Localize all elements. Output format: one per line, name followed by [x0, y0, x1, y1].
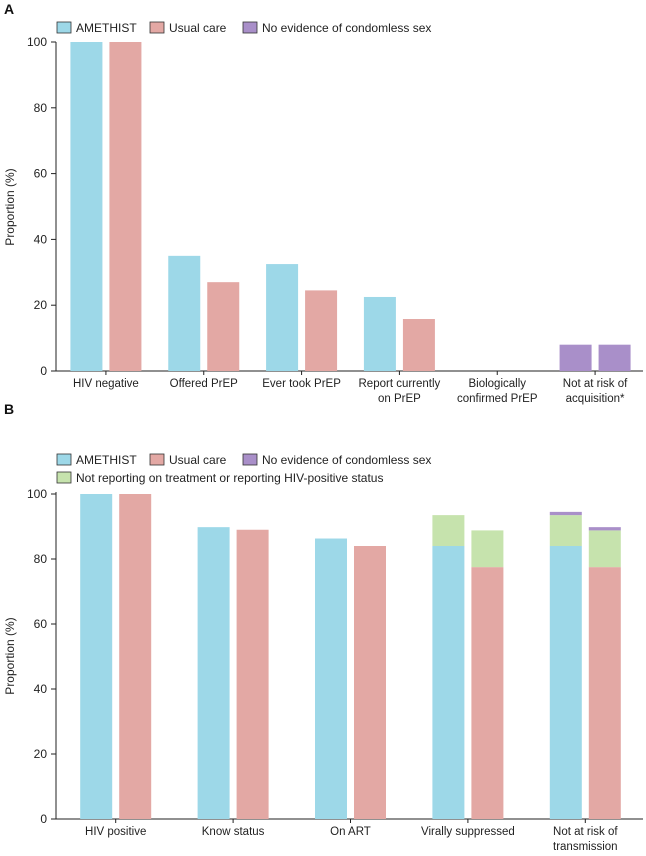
legend-not-reporting-swatch: [56, 471, 72, 484]
bar-usual-care: [236, 529, 269, 819]
category-label: Virally suppressed: [421, 826, 515, 838]
y-ticks-a: 0 20 40 60 80 100: [27, 35, 56, 378]
category-label: Report currently: [359, 378, 441, 390]
bar-usual-care: [354, 546, 386, 819]
category-label: Not at risk of: [553, 826, 618, 838]
y-tick-label: 20: [34, 747, 48, 761]
bar-not-reporting-usual-care: [471, 530, 504, 568]
legend-usual-care-label: Usual care: [169, 453, 227, 467]
bar-no-condomless-sex-amethist: [549, 511, 582, 516]
bar-no-condomless-sex-usual-care: [588, 527, 621, 531]
bar-usual-care: [471, 567, 504, 819]
y-tick-label: 20: [34, 298, 48, 312]
panel-label-b: B: [4, 401, 14, 417]
legend-a: AMETHIST Usual care No evidence of condoml…: [56, 21, 431, 35]
category-label: Know status: [202, 826, 265, 838]
category-label: acquisition*: [566, 393, 625, 405]
bar-usual-care: [588, 567, 621, 819]
bar-amethist: [266, 264, 299, 371]
legend-usual-care-label: Usual care: [169, 21, 227, 35]
bar-amethist: [197, 527, 230, 819]
legend-amethist-swatch: [56, 21, 72, 34]
category-label: On ART: [330, 826, 371, 838]
category-label: Biologically: [468, 378, 526, 390]
legend-no-condomless-sex-label: No evidence of condomless sex: [262, 21, 431, 35]
panel-label-a: A: [4, 1, 14, 17]
bar-amethist: [549, 546, 582, 819]
category-labels-a: HIV negative Offered PrEP Ever took PrEP Re…: [73, 371, 628, 405]
legend-amethist-label: AMETHIST: [76, 21, 137, 35]
bar-usual-care: [119, 494, 152, 819]
y-tick-label: 0: [40, 812, 47, 826]
legend-amethist-swatch: [56, 453, 72, 466]
legend-b: AMETHIST Usual care No evidence of condoml…: [56, 453, 431, 485]
y-tick-label: 0: [40, 364, 47, 378]
panel-a: A AMETHIST Usual care No evidence of condo…: [3, 1, 643, 405]
category-label: confirmed PrEP: [457, 393, 538, 405]
y-tick-label: 80: [34, 101, 48, 115]
bar-usual-care: [305, 290, 338, 371]
category-label: Not at risk of: [563, 378, 628, 390]
legend-usual-care-swatch: [149, 453, 165, 466]
legend-no-condomless-sex-swatch: [242, 453, 258, 466]
y-axis-label-b: Proportion (%): [3, 617, 17, 694]
bar-usual-care: [207, 282, 240, 371]
y-tick-label: 100: [27, 487, 47, 501]
bar-no-condomless-sex-amethist: [559, 344, 592, 371]
bars-a: [70, 42, 631, 371]
legend-no-condomless-sex-swatch: [242, 21, 258, 34]
panel-b: B AMETHIST Usual care No evidence of condo…: [3, 401, 643, 853]
y-tick-label: 40: [34, 682, 48, 696]
legend-no-condomless-sex-label: No evidence of condomless sex: [262, 453, 431, 467]
category-label: HIV positive: [85, 826, 146, 838]
bar-not-reporting-amethist: [432, 515, 465, 546]
category-label: Ever took PrEP: [262, 378, 341, 390]
bar-amethist: [363, 296, 396, 371]
category-label: HIV negative: [73, 378, 139, 390]
y-tick-label: 40: [34, 232, 48, 246]
bar-amethist: [432, 546, 465, 819]
category-labels-b: HIV positive Know status On ART Virally sup…: [85, 819, 618, 853]
bar-not-reporting-amethist: [549, 515, 582, 546]
legend-amethist-label: AMETHIST: [76, 453, 137, 467]
y-tick-label: 60: [34, 617, 48, 631]
bar-amethist: [168, 255, 201, 371]
bar-not-reporting-usual-care: [588, 530, 621, 568]
category-label: on PrEP: [378, 393, 421, 405]
category-label: Offered PrEP: [170, 378, 239, 390]
legend-usual-care-swatch: [149, 21, 165, 34]
bar-amethist: [80, 494, 113, 819]
bar-usual-care: [402, 319, 435, 371]
bar-usual-care: [109, 42, 142, 371]
y-tick-label: 100: [27, 35, 47, 49]
legend-not-reporting-label: Not reporting on treatment or reporting …: [76, 471, 383, 485]
bars-b: [80, 494, 621, 819]
y-tick-label: 60: [34, 167, 48, 181]
bar-no-condomless-sex-usual-care: [598, 344, 631, 371]
category-label: transmission: [553, 841, 618, 853]
bar-amethist: [70, 42, 103, 371]
bar-amethist: [315, 538, 347, 819]
y-axis-label-a: Proportion (%): [3, 168, 17, 245]
y-tick-label: 80: [34, 552, 48, 566]
y-ticks-b: 0 20 40 60 80 100: [27, 487, 56, 826]
